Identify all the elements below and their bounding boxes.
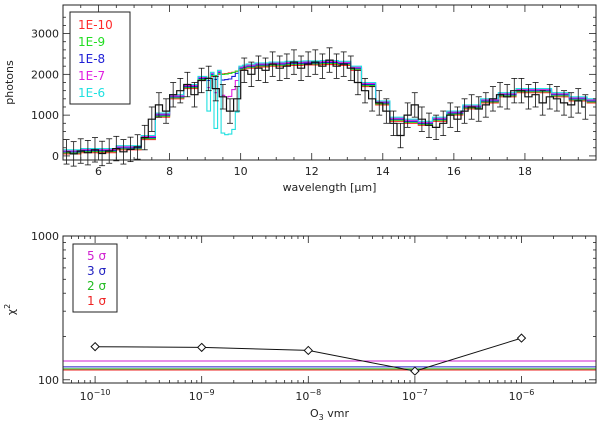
x-tick-label: 10−10 xyxy=(80,388,111,403)
x-axis-title: O3 vmr xyxy=(310,407,349,422)
spectrum-panel: 6 8 10 12 14 16 18 0 1000 2000 3000 wavelength [μm]… xyxy=(3,4,597,194)
model-line-1E-10 xyxy=(63,64,596,155)
y-tick-label: 1000 xyxy=(31,230,59,243)
y-axis-title: χ2 xyxy=(3,304,18,315)
legend-entry-2 σ: 2 σ xyxy=(87,279,106,293)
observed-spectrum-line xyxy=(66,59,586,155)
y-tick-label: 0 xyxy=(52,150,59,163)
x-tick-exponent: −6 xyxy=(523,388,535,397)
x-tick-label: 18 xyxy=(518,165,532,178)
legend-box xyxy=(72,243,118,313)
x-axis-title-rest: vmr xyxy=(324,407,350,420)
chi2-marker xyxy=(516,333,527,343)
x-tick-label: 10−9 xyxy=(189,388,215,403)
chi2-marker xyxy=(90,341,100,352)
chi2-marker xyxy=(410,366,420,376)
chi2-marker xyxy=(196,342,207,353)
y-tick-label: 3000 xyxy=(31,28,59,41)
legend-entry-1 σ: 1 σ xyxy=(87,294,106,308)
legend-box xyxy=(69,11,131,105)
x-tick-mantissa: 10 xyxy=(295,390,309,403)
x-tick-label: 6 xyxy=(95,165,102,178)
x-tick-mantissa: 10 xyxy=(402,390,416,403)
x-tick-mantissa: 10 xyxy=(80,390,94,403)
model-line-1E-6 xyxy=(63,59,596,151)
x-tick-label: 10−7 xyxy=(402,388,428,403)
x-tick-exponent: −10 xyxy=(94,388,111,397)
legend-entry-1E-9: 1E-9 xyxy=(78,35,105,49)
x-axis-title-main: O xyxy=(310,407,319,420)
y-axis-title-main: χ xyxy=(5,308,18,315)
y-tick-label: 2000 xyxy=(31,68,59,81)
y-tick-label: 1000 xyxy=(31,109,59,122)
x-tick-mantissa: 10 xyxy=(509,390,523,403)
x-tick-exponent: −8 xyxy=(309,388,321,397)
x-tick-label: 12 xyxy=(305,165,319,178)
x-tick-label: 10 xyxy=(234,165,248,178)
x-tick-label: 16 xyxy=(447,165,461,178)
legend-entry-1E-10: 1E-10 xyxy=(78,18,113,32)
y-tick-label: 100 xyxy=(38,374,59,387)
legend-entry-5 σ: 5 σ xyxy=(87,249,106,263)
y-axis-title: photons xyxy=(3,60,16,105)
x-tick-exponent: −7 xyxy=(416,388,428,397)
legend-entry-3 σ: 3 σ xyxy=(87,264,106,278)
legend-entry-1E-6: 1E-6 xyxy=(78,86,105,100)
y-axis-title-superscript: 2 xyxy=(3,304,12,309)
x-tick-label: 14 xyxy=(376,165,390,178)
x-axis-title: wavelength [μm] xyxy=(283,181,377,194)
legend-entry-1E-7: 1E-7 xyxy=(78,69,105,83)
plot-frame xyxy=(62,235,597,384)
x-tick-mantissa: 10 xyxy=(189,390,203,403)
x-tick-label: 10−8 xyxy=(295,388,321,403)
x-tick-label: 10−6 xyxy=(509,388,535,403)
legend-entry-1E-8: 1E-8 xyxy=(78,52,105,66)
x-axis-title-subscript: 3 xyxy=(319,413,324,422)
x-tick-label: 8 xyxy=(166,165,173,178)
chi2-marker xyxy=(303,345,313,356)
x-tick-exponent: −9 xyxy=(203,388,215,397)
